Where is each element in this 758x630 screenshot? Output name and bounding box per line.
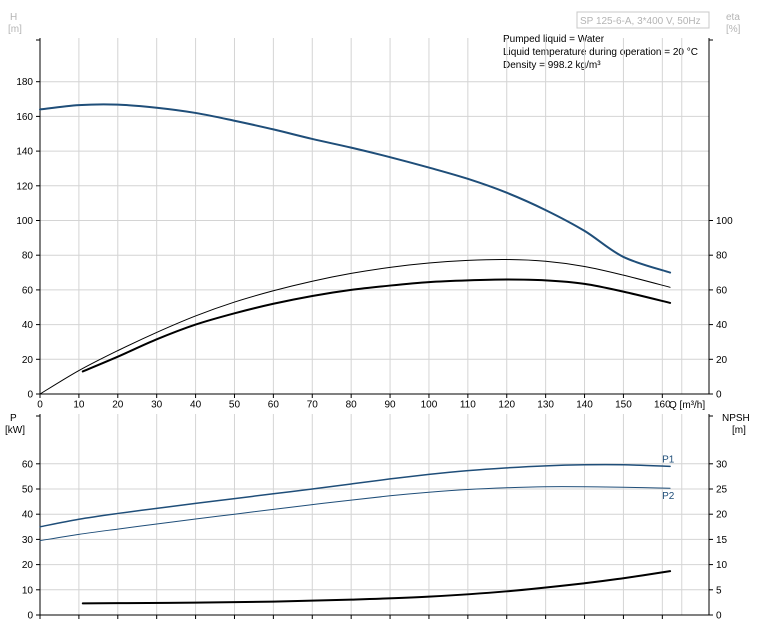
bottom-ytick-label-40: 40 [22, 510, 34, 521]
bottom-right-axis-letter: NPSH [722, 413, 750, 424]
info-pumped-liquid: Pumped liquid = Water [503, 34, 605, 45]
left-axis-unit-m: [m] [8, 24, 22, 35]
top-xtick-label-10: 10 [73, 400, 85, 411]
series-label-p1: P1 [662, 454, 675, 465]
top-panel: 0 20 40 60 80 100 120 140 160 180 0 20 40 60 80 100 0 10 2… [16, 38, 733, 411]
top-xtick-label-120: 120 [498, 400, 515, 411]
top-xtick-label-100: 100 [421, 400, 438, 411]
series-line-eta [39, 259, 671, 395]
top-y2tick-label-100: 100 [716, 216, 733, 227]
top-xtick-label-150: 150 [615, 400, 632, 411]
top-ytick-label-160: 160 [16, 112, 33, 123]
bottom-y2tick-label-15: 15 [716, 535, 728, 546]
bottom-ytick-label-10: 10 [22, 585, 34, 596]
top-ytick-label-80: 80 [22, 251, 34, 262]
bottom-ytick-label-0: 0 [27, 611, 33, 622]
top-ytick-label-40: 40 [22, 320, 34, 331]
bottom-series: P1 P2 [39, 454, 675, 605]
top-ytick-label-100: 100 [16, 216, 33, 227]
top-ytick-label-140: 140 [16, 147, 33, 158]
top-xtick-label-140: 140 [576, 400, 593, 411]
bottom-y2tick-label-5: 5 [716, 585, 722, 596]
top-xtick-label-160: 160 [654, 400, 671, 411]
pump-model-label: SP 125-6-A, 3*400 V, 50Hz [580, 16, 701, 27]
series-line-h [39, 103, 672, 274]
bottom-y2tick-label-10: 10 [716, 560, 728, 571]
bottom-y2tick-label-30: 30 [716, 459, 728, 470]
series-line-p2 [39, 486, 671, 542]
top-xtick-label-80: 80 [346, 400, 358, 411]
top-xtick-label-30: 30 [151, 400, 163, 411]
top-axes: 0 20 40 60 80 100 120 140 160 180 0 20 40 60 80 100 0 10 2… [16, 38, 733, 411]
bottom-ytick-label-20: 20 [22, 560, 34, 571]
top-xtick-label-130: 130 [537, 400, 554, 411]
info-liquid-temperature: Liquid temperature during operation = 20… [503, 47, 698, 58]
right-axis-letter-eta: eta [726, 12, 740, 23]
bottom-ytick-label-30: 30 [22, 535, 34, 546]
top-xtick-label-60: 60 [268, 400, 280, 411]
top-xtick-label-50: 50 [229, 400, 241, 411]
left-axis-letter-h: H [10, 12, 17, 23]
bottom-grid [40, 414, 709, 615]
bottom-left-axis-unit: [kW] [5, 425, 25, 436]
top-ytick-label-60: 60 [22, 285, 34, 296]
series-label-p2: P2 [662, 491, 675, 502]
series-line-p1 [39, 463, 671, 528]
bottom-right-axis-unit: [m] [732, 425, 746, 436]
top-y2tick-label-0: 0 [716, 390, 722, 401]
top-grid [40, 38, 709, 394]
top-xtick-label-70: 70 [307, 400, 319, 411]
bottom-y2tick-label-25: 25 [716, 485, 728, 496]
top-xtick-label-90: 90 [384, 400, 396, 411]
top-ytick-label-0: 0 [27, 390, 33, 401]
top-ytick-label-120: 120 [16, 181, 33, 192]
top-y2tick-label-60: 60 [716, 285, 728, 296]
bottom-y2tick-label-0: 0 [716, 611, 722, 622]
bottom-ytick-label-60: 60 [22, 459, 34, 470]
top-xtick-label-40: 40 [190, 400, 202, 411]
pump-model-box [576, 11, 710, 29]
top-series [39, 103, 672, 395]
top-xtick-label-20: 20 [112, 400, 124, 411]
info-density: Density = 998.2 kg/m³ [503, 60, 601, 71]
top-y2tick-label-20: 20 [716, 355, 728, 366]
top-xtick-label-0: 0 [37, 400, 43, 411]
top-xtick-label-110: 110 [460, 400, 476, 411]
top-ytick-label-20: 20 [22, 355, 34, 366]
right-axis-unit-pct: [%] [726, 24, 741, 35]
series-line-npsh [81, 570, 672, 605]
bottom-axes: 0 10 20 30 40 50 60 0 5 10 15 20 25 30 [22, 414, 728, 622]
x-axis-label: Q [m³/h] [669, 400, 705, 411]
series-line-eta-p [81, 278, 672, 373]
top-y2tick-label-40: 40 [716, 320, 728, 331]
top-ytick-label-180: 180 [16, 77, 33, 88]
bottom-ytick-label-50: 50 [22, 485, 34, 496]
bottom-y2tick-label-20: 20 [716, 510, 728, 521]
bottom-panel: 0 10 20 30 40 50 60 0 5 10 15 20 25 30 P1 P2 P [kW] NP… [5, 413, 750, 622]
top-y2tick-label-80: 80 [716, 251, 728, 262]
bottom-left-axis-letter: P [10, 413, 17, 424]
